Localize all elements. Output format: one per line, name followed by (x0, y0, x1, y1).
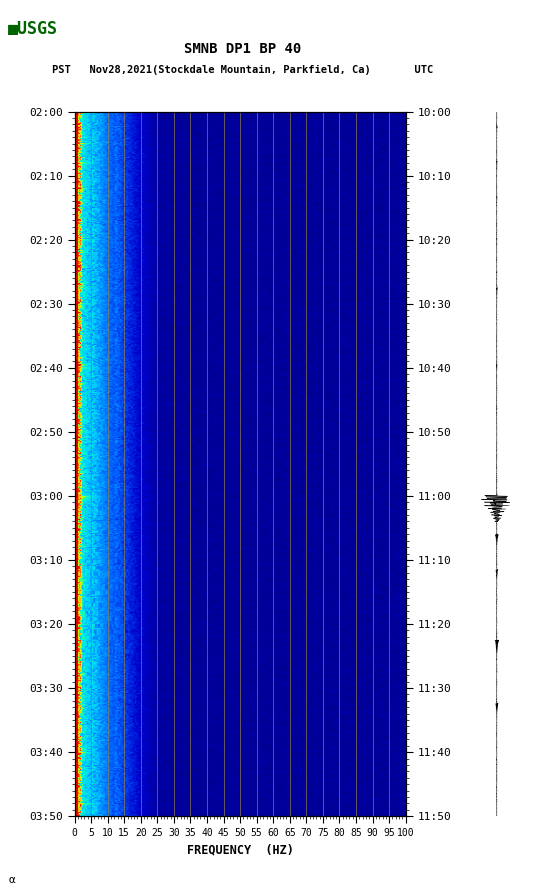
Text: ■USGS: ■USGS (8, 20, 59, 37)
X-axis label: FREQUENCY  (HZ): FREQUENCY (HZ) (187, 844, 294, 856)
Text: SMNB DP1 BP 40: SMNB DP1 BP 40 (184, 42, 301, 56)
Text: PST   Nov28,2021(Stockdale Mountain, Parkfield, Ca)       UTC: PST Nov28,2021(Stockdale Mountain, Parkf… (52, 64, 433, 75)
Text: α: α (8, 875, 15, 885)
